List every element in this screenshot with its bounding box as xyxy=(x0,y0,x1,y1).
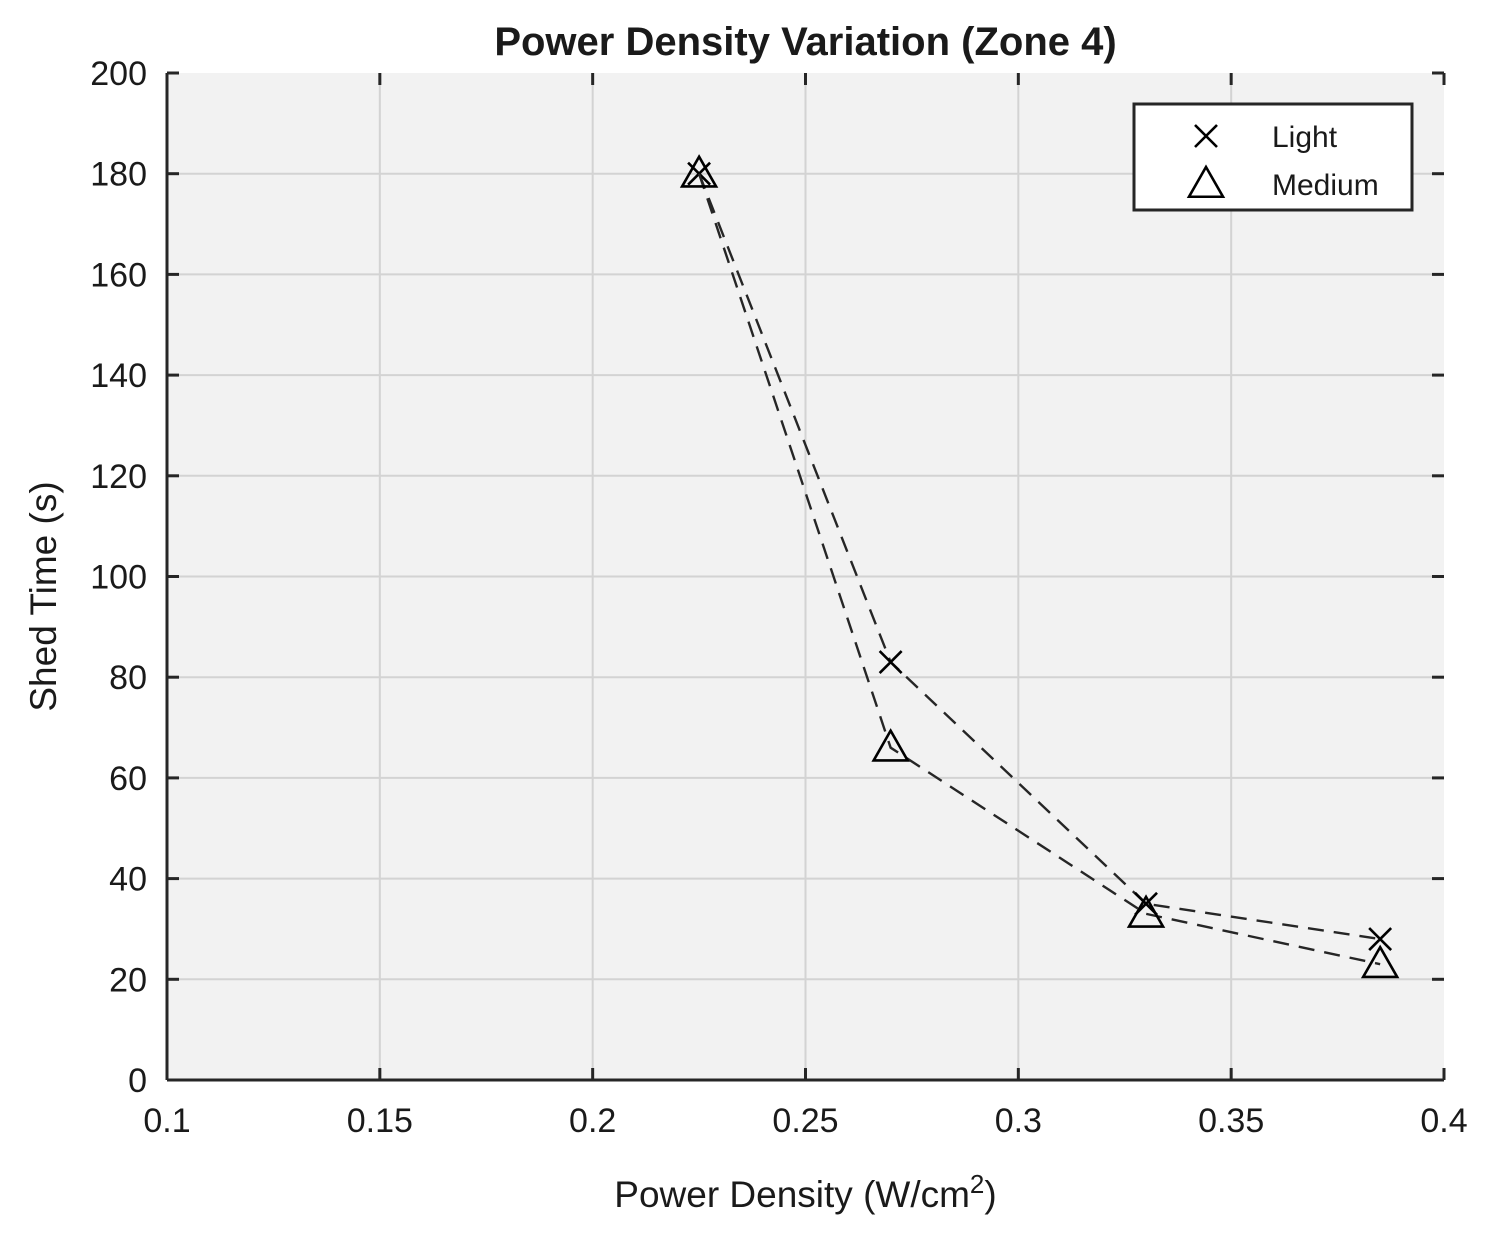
y-axis-label: Shed Time (s) xyxy=(23,481,64,711)
legend-label: Light xyxy=(1272,121,1338,154)
x-axis-ticks: 0.1 0.15 0.2 0.25 0.3 0.35 0.4 xyxy=(143,73,1468,1140)
series-light xyxy=(687,161,1393,951)
y-tick-label: 60 xyxy=(109,760,147,798)
y-tick-label: 120 xyxy=(90,458,147,496)
y-tick-label: 140 xyxy=(90,357,147,395)
x-tick-label: 0.15 xyxy=(347,1102,413,1140)
x-tick-label: 0.2 xyxy=(569,1102,616,1140)
y-tick-label: 180 xyxy=(90,156,147,194)
y-tick-label: 0 xyxy=(128,1062,147,1100)
x-tick-label: 0.35 xyxy=(1198,1102,1264,1140)
marker-x xyxy=(1368,927,1393,951)
marker-x xyxy=(878,650,903,675)
legend: Light Medium xyxy=(1132,102,1414,212)
x-axis-label-text: Power Density (W/cm xyxy=(614,1174,970,1215)
legend-label: Medium xyxy=(1272,169,1379,202)
marker-triangle xyxy=(1186,164,1226,199)
series-line-light xyxy=(697,173,1381,941)
y-tick-label: 20 xyxy=(109,961,147,999)
marker-x xyxy=(1194,124,1218,148)
marker-triangle xyxy=(1360,944,1400,979)
y-tick-label: 80 xyxy=(109,659,147,697)
legend-item-medium: Medium xyxy=(1186,164,1379,202)
marker-triangle xyxy=(1126,894,1166,928)
x-tick-label: 0.25 xyxy=(772,1102,838,1140)
grid-lines xyxy=(167,73,1444,1080)
series-line-medium xyxy=(697,173,1381,966)
chart-title: Power Density Variation (Zone 4) xyxy=(494,20,1116,64)
series xyxy=(679,154,1400,979)
x-tick-label: 0.1 xyxy=(143,1102,190,1140)
y-tick-label: 160 xyxy=(90,256,147,294)
x-tick-label: 0.3 xyxy=(995,1102,1042,1140)
marker-triangle xyxy=(679,154,719,188)
x-axis-label-suffix: ) xyxy=(984,1174,996,1215)
marker-triangle xyxy=(871,728,910,762)
legend-item-light: Light xyxy=(1194,121,1338,154)
x-axis-label-superscript: 2 xyxy=(970,1169,984,1199)
marker-x xyxy=(687,161,712,186)
y-tick-label: 40 xyxy=(109,861,147,899)
series-medium xyxy=(679,154,1400,979)
y-tick-label: 200 xyxy=(90,55,147,93)
legend-box xyxy=(1132,102,1414,212)
x-axis-label: Power Density (W/cm2) xyxy=(614,1169,996,1215)
x-tick-label: 0.4 xyxy=(1420,1102,1467,1140)
y-tick-label: 100 xyxy=(90,559,147,597)
y-axis-ticks: 0 20 40 60 80 100 120 140 160 180 200 xyxy=(90,55,1444,1100)
